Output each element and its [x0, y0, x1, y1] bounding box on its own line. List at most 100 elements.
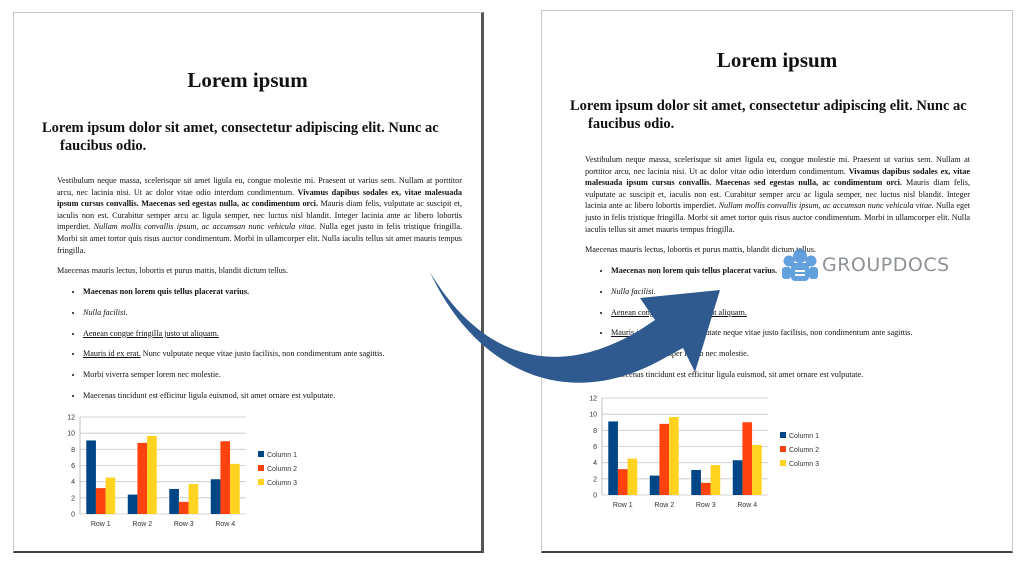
legend-swatch	[258, 451, 264, 457]
y-tick-label: 6	[71, 463, 75, 470]
list-item: Morbi viverra semper lorem nec molestie.	[83, 369, 462, 381]
x-tick-label: Row 4	[737, 502, 757, 509]
list-item: Maecenas tincidunt est efficitur ligula …	[611, 369, 970, 381]
bar	[617, 469, 628, 495]
bar-chart: 0 2 4 6 8 10 12 Row 1 Row 2 Row 3 Row 4 Column 1 Col…	[589, 396, 819, 510]
x-tick-label: Row 3	[696, 502, 716, 509]
y-tick-label: 4	[71, 479, 75, 486]
text-run: Maecenas non lorem quis tellus placerat …	[83, 286, 250, 296]
y-tick-label: 10	[67, 431, 75, 438]
text-run: Nulla facilisi.	[611, 286, 656, 296]
y-tick-label: 0	[71, 512, 75, 519]
text-run: Maecenas tincidunt est efficitur ligula …	[611, 370, 864, 380]
paragraph: Vestibulum neque massa, scelerisque sit …	[57, 175, 462, 256]
text-run: Morbi viverra semper lorem nec molestie.	[83, 370, 221, 380]
text-run: Morbi viverra semper lorem nec molestie.	[611, 349, 749, 359]
bar	[659, 423, 670, 495]
bar	[627, 458, 638, 495]
bar-chart: 0 2 4 6 8 10 12 Row 1 Row 2 Row 3 Row 4 Column 1 Col…	[67, 415, 297, 529]
legend-swatch	[258, 479, 264, 485]
watermark-text: GROUPDOCS	[822, 254, 950, 276]
bar	[230, 463, 240, 514]
bar	[742, 422, 753, 495]
x-tick-label: Row 4	[215, 521, 235, 528]
bar	[220, 441, 231, 514]
bar	[608, 421, 618, 495]
legend-swatch	[780, 460, 786, 466]
bar	[127, 494, 138, 514]
watermarked-document-page: Lorem ipsum Lorem ipsum dolor sit amet, c…	[541, 10, 1013, 553]
bar	[649, 475, 660, 495]
y-tick-label: 12	[589, 396, 597, 403]
list-item: Maecenas tincidunt est efficitur ligula …	[83, 390, 462, 402]
bar	[732, 460, 743, 495]
legend-swatch	[780, 446, 786, 452]
paragraph: Vestibulum neque massa, scelerisque sit …	[585, 154, 970, 235]
document-heading: Lorem ipsum dolor sit amet, consectetur …	[570, 98, 967, 132]
document-heading: Lorem ipsum dolor sit amet, consectetur …	[42, 120, 439, 154]
groupdocs-logo-icon	[782, 249, 818, 281]
x-tick-label: Row 1	[613, 502, 633, 509]
text-run: Nulla eget justo in felis tristique frin…	[585, 201, 971, 234]
bar	[710, 465, 721, 495]
document-title: Lorem ipsum	[716, 48, 838, 72]
text-run: Mauris diam felis, vulputate ac suscipit…	[57, 199, 462, 232]
legend-swatch	[780, 432, 786, 438]
legend-label: Column 1	[267, 452, 297, 459]
paragraph: Maecenas mauris lectus, lobortis et puru…	[57, 266, 289, 276]
bar	[137, 442, 148, 514]
legend-swatch	[258, 465, 264, 471]
x-tick-label: Row 2	[654, 502, 674, 509]
original-document-page: Lorem ipsum Lorem ipsum dolor sit amet, c…	[13, 12, 484, 553]
text-run: Nunc vulputate neque vitae justo facilis…	[668, 328, 913, 338]
text-run: Vestibulum neque massa, scelerisque sit …	[57, 176, 462, 197]
bar	[95, 488, 106, 514]
text-run: Mauris id ex erat.	[83, 349, 141, 359]
list-item: Nulla facilisi.	[83, 307, 462, 319]
bar	[752, 444, 762, 495]
text-run: Maecenas non lorem quis tellus placerat …	[611, 265, 778, 275]
text-run: Aenean congue fringilla justo ut aliquam…	[83, 328, 219, 338]
bullet-list: Maecenas non lorem quis tellus placerat …	[57, 286, 462, 402]
list-item: Nulla facilisi.	[611, 286, 970, 298]
y-tick-label: 0	[593, 493, 597, 500]
list-item: Morbi viverra semper lorem nec molestie.	[611, 348, 970, 360]
legend-label: Column 3	[789, 461, 819, 468]
bar	[105, 477, 116, 514]
legend-label: Column 2	[267, 466, 297, 473]
bar	[210, 479, 221, 514]
x-tick-label: Row 1	[91, 521, 111, 528]
list-item: Aenean congue fringilla justo ut aliquam…	[83, 328, 462, 340]
document-body: Vestibulum neque massa, scelerisque sit …	[57, 175, 462, 411]
bar	[178, 501, 189, 514]
y-tick-label: 6	[593, 444, 597, 451]
bar	[700, 482, 711, 495]
x-tick-label: Row 2	[132, 521, 152, 528]
text-run: Nunc vulputate neque vitae justo facilis…	[140, 349, 385, 359]
legend-label: Column 3	[267, 480, 297, 487]
bar	[169, 488, 179, 514]
y-tick-label: 2	[593, 476, 597, 483]
y-tick-label: 8	[71, 447, 75, 454]
watermark: GROUPDOCS	[782, 248, 950, 282]
list-item: Maecenas non lorem quis tellus placerat …	[83, 286, 462, 298]
bar	[86, 440, 96, 514]
y-tick-label: 12	[67, 415, 75, 422]
text-run: Vivamus dapibus sodales ex, vitae malesu…	[57, 187, 463, 209]
legend-label: Column 2	[789, 447, 819, 454]
y-tick-label: 8	[593, 428, 597, 435]
text-run: Nullam mollis convallis ipsum, ac accums…	[718, 201, 934, 211]
text-run: Mauris diam felis, vulputate ac suscipit…	[585, 178, 970, 211]
text-run: Maecenas tincidunt est efficitur ligula …	[83, 391, 336, 401]
text-run: Nullam mollis convallis ipsum, ac accums…	[93, 222, 317, 232]
text-run: Nulla facilisi.	[83, 307, 128, 317]
paragraph: Maecenas mauris lectus, lobortis et puru…	[585, 245, 817, 255]
bar	[669, 416, 679, 495]
bar	[691, 469, 701, 495]
y-tick-label: 4	[593, 460, 597, 467]
legend-label: Column 1	[789, 433, 819, 440]
text-run: Nulla eget justo in felis tristique frin…	[57, 222, 463, 255]
document-title: Lorem ipsum	[187, 68, 308, 92]
text-run: Vestibulum neque massa, scelerisque sit …	[585, 155, 970, 176]
